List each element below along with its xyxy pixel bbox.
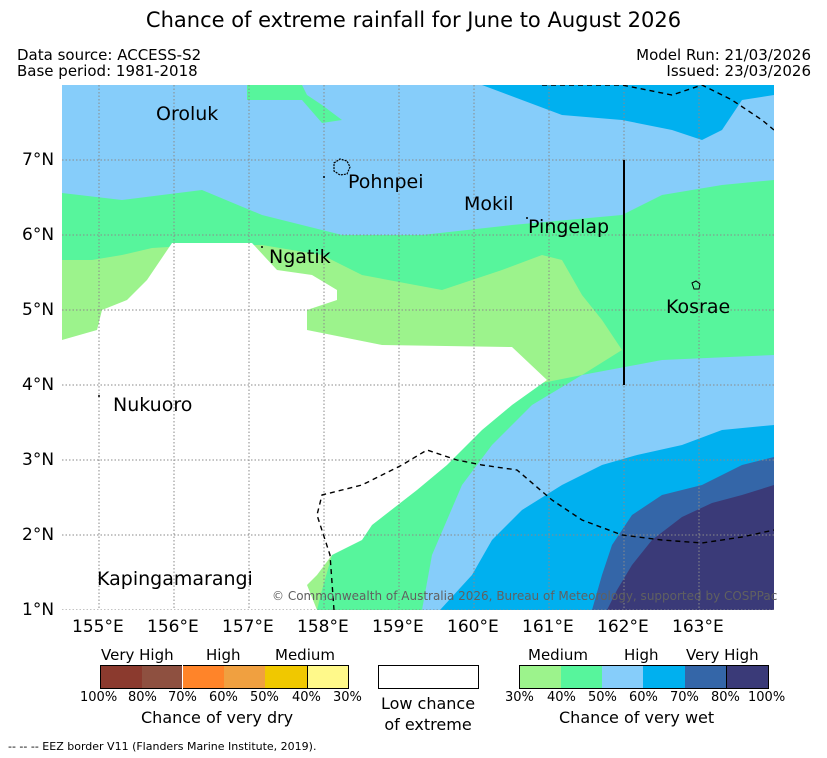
wet-swatch xyxy=(726,665,769,689)
mokil-atoll-icon xyxy=(526,217,528,219)
place-kapingamarangi: Kapingamarangi xyxy=(97,568,253,590)
x-tick-label: 157°E xyxy=(222,617,274,637)
eez-border xyxy=(316,85,774,610)
wet-tick-label: 60% xyxy=(629,690,658,705)
dry-swatch xyxy=(224,665,265,689)
nukuoro-atoll-icon xyxy=(98,395,100,397)
y-tick-label: 7°N xyxy=(22,150,55,170)
x-tick-label: 161°E xyxy=(522,617,574,637)
dry-tick-label: 70% xyxy=(168,690,197,705)
dry-swatch xyxy=(265,665,307,689)
model-run: Model Run: 21/03/2026 xyxy=(636,46,811,64)
x-tick-label: 156°E xyxy=(147,617,199,637)
dry-legend-title: Chance of very dry xyxy=(141,708,294,727)
x-tick-label: 162°E xyxy=(597,617,649,637)
pohnpei-island-icon xyxy=(333,158,351,176)
wet-swatch xyxy=(519,665,562,689)
region-low-chance xyxy=(62,243,547,610)
low-chance-label: Low chance xyxy=(380,694,476,713)
place-pohnpei: Pohnpei xyxy=(348,171,424,193)
y-tick-label: 6°N xyxy=(22,225,55,245)
dry-swatch xyxy=(142,665,182,689)
dry-tick-label: 60% xyxy=(209,690,238,705)
wet-tick-label: 80% xyxy=(711,690,740,705)
low-chance-swatch xyxy=(378,665,479,689)
y-tick-label: 4°N xyxy=(22,375,55,395)
rainfall-map xyxy=(62,85,774,610)
dry-tick-label: 50% xyxy=(250,690,279,705)
place-oroluk: Oroluk xyxy=(156,103,219,125)
region-medium-wet-north xyxy=(247,85,342,123)
x-tick-label: 163°E xyxy=(672,617,724,637)
map-title: Chance of extreme rainfall for June to A… xyxy=(145,8,682,32)
y-tick-label: 1°N xyxy=(22,600,55,620)
x-tick-label: 159°E xyxy=(372,617,424,637)
y-tick-label: 5°N xyxy=(22,300,55,320)
kosrae-island-icon xyxy=(691,280,701,290)
dry-level-label: Medium xyxy=(275,646,335,664)
place-pingelap: Pingelap xyxy=(528,216,610,238)
data-source: Data source: ACCESS-S2 xyxy=(17,46,202,64)
oroluk-atoll-icon xyxy=(323,176,325,178)
wet-tick-label: 40% xyxy=(547,690,576,705)
region-extreme-wet xyxy=(607,485,774,610)
issued-date: Issued: 23/03/2026 xyxy=(666,62,811,80)
wet-swatch xyxy=(561,665,602,689)
wet-legend-title: Chance of very wet xyxy=(559,708,715,727)
place-ngatik: Ngatik xyxy=(269,246,331,268)
base-period: Base period: 1981-2018 xyxy=(17,62,198,80)
dry-tick-label: 30% xyxy=(333,690,362,705)
region-higher-wet-northeast xyxy=(482,85,774,140)
place-nukuoro: Nukuoro xyxy=(113,394,193,416)
wet-tick-label: 30% xyxy=(505,690,534,705)
ngatik-atoll-icon xyxy=(261,246,263,248)
wet-swatch xyxy=(685,665,726,689)
dry-swatch xyxy=(100,665,143,689)
wet-level-label: High xyxy=(624,646,659,664)
eez-footnote: -- -- -- EEZ border V11 (Flanders Marine… xyxy=(8,740,317,753)
x-tick-label: 155°E xyxy=(72,617,124,637)
dry-tick-label: 100% xyxy=(80,690,118,705)
x-tick-label: 158°E xyxy=(297,617,349,637)
wet-tick-label: 70% xyxy=(670,690,699,705)
y-tick-label: 2°N xyxy=(22,525,55,545)
dry-tick-label: 40% xyxy=(292,690,321,705)
dry-tick-label: 80% xyxy=(128,690,157,705)
dry-swatch xyxy=(183,665,224,689)
place-kosrae: Kosrae xyxy=(666,296,731,318)
y-tick-label: 3°N xyxy=(22,450,55,470)
wet-level-label: Very High xyxy=(686,646,759,664)
dry-level-label: High xyxy=(206,646,241,664)
place-mokil: Mokil xyxy=(464,193,514,215)
dry-level-label: Very High xyxy=(101,646,174,664)
wet-tick-label: 50% xyxy=(588,690,617,705)
dry-swatch xyxy=(307,665,349,689)
low-chance-label: of extreme xyxy=(384,715,472,734)
wet-swatch xyxy=(643,665,685,689)
graticule xyxy=(62,85,774,610)
wet-tick-label: 100% xyxy=(748,690,786,705)
wet-swatch xyxy=(602,665,643,689)
wet-level-label: Medium xyxy=(528,646,588,664)
x-tick-label: 160°E xyxy=(447,617,499,637)
copyright-credit: © Commonwealth of Australia 2026, Bureau… xyxy=(272,589,778,603)
